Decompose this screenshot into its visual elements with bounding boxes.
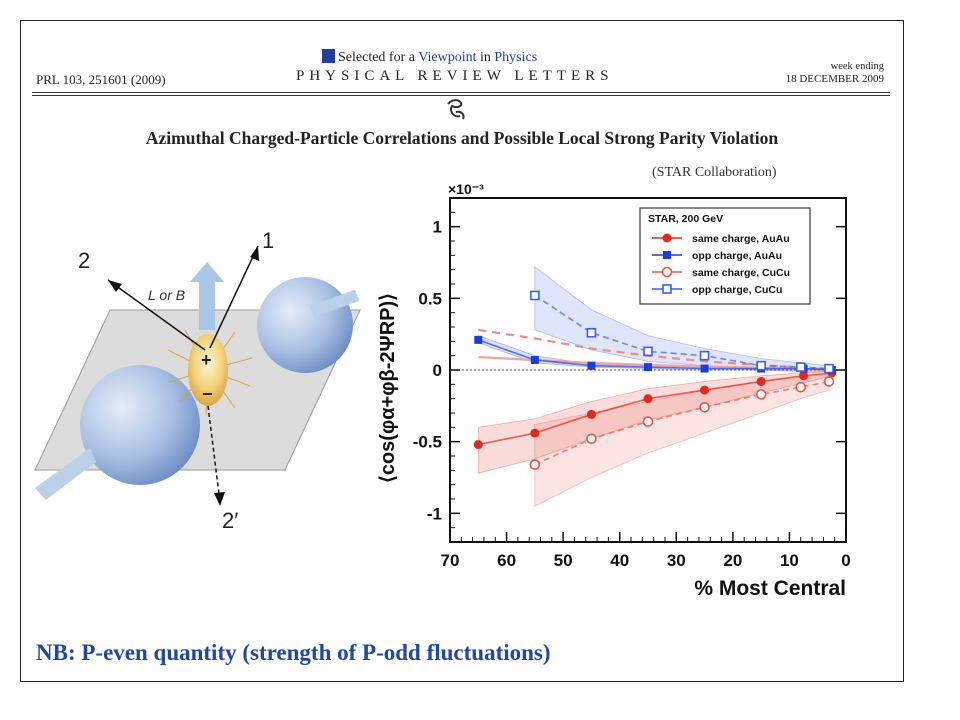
- viewpoint-mid: in: [479, 50, 491, 65]
- data-point: [795, 362, 806, 372]
- week-ending: week ending: [830, 61, 884, 72]
- data-point: [586, 409, 596, 419]
- collaboration: (STAR Collaboration): [652, 165, 777, 180]
- paper-title: Azimuthal Charged-Particle Correlations …: [145, 128, 779, 148]
- correlation-chart: 70 60 50 40 30 20 10 0 -1 -0.5 0 0.5 1 ×10⁻³ ⟨cos(φα…: [377, 181, 851, 600]
- arrow-2-head-icon: [108, 280, 122, 292]
- viewpoint-notice: Selected for a Viewpoint in Physics: [322, 49, 537, 66]
- data-point: [586, 327, 597, 338]
- nucleus-right-arrow: [310, 289, 360, 318]
- arrow-1-head-icon: [250, 246, 259, 261]
- data-point: [700, 385, 710, 395]
- data-point: [799, 371, 809, 381]
- y-tick-label: 0.5: [418, 289, 442, 308]
- data-point: [530, 355, 539, 364]
- legend-label: same charge, CuCu: [692, 267, 790, 279]
- nucleus-right: [257, 277, 353, 373]
- data-point: [643, 346, 653, 357]
- label-field: L or B: [148, 287, 185, 303]
- data-point: [473, 440, 483, 450]
- x-tick-label: 20: [723, 551, 742, 570]
- legend-marker: [663, 251, 671, 259]
- ornament-icon: [447, 99, 465, 120]
- series-line: [478, 372, 832, 446]
- legend-marker: [661, 266, 673, 278]
- x-tick-label: 10: [780, 551, 799, 570]
- label-2: 2: [78, 248, 90, 273]
- data-point: [529, 459, 541, 470]
- data-point: [795, 381, 807, 393]
- label-minus: −: [202, 384, 213, 404]
- x-axis-label: % Most Central: [694, 577, 846, 600]
- legend-title: STAR, 200 GeV: [648, 213, 723, 225]
- data-markers: [473, 290, 837, 470]
- data-point: [530, 290, 540, 301]
- legend-label: same charge, AuAu: [692, 233, 790, 245]
- data-point: [643, 394, 653, 404]
- data-point: [586, 433, 597, 445]
- data-point: [530, 428, 540, 438]
- label-2prime: 2′: [222, 508, 238, 533]
- x-tick-label: 70: [441, 551, 460, 570]
- data-point: [755, 389, 767, 400]
- legend: STAR, 200 GeV same charge, AuAu opp charg…: [639, 207, 811, 305]
- arrow-2prime-head-icon: [214, 492, 225, 506]
- y-tick-label: -1: [427, 504, 442, 523]
- nucleus-left: [80, 365, 200, 485]
- citation: PRL 103, 251601 (2009): [36, 72, 166, 87]
- legend-marker: [662, 284, 672, 294]
- journal-name: PHYSICAL REVIEW LETTERS: [296, 68, 614, 84]
- header-rule-2: [32, 95, 890, 96]
- band-same-charge-cucu: [534, 373, 830, 507]
- x-tick-label: 30: [667, 551, 686, 570]
- data-point: [642, 416, 654, 427]
- x-tick-label: 0: [841, 551, 850, 570]
- nucleus-left-arrow: [35, 448, 96, 500]
- x-tick-label: 50: [554, 551, 573, 570]
- data-point: [756, 360, 766, 371]
- model-curve-1: [478, 328, 835, 372]
- data-point: [700, 364, 709, 373]
- data-point: [587, 361, 596, 370]
- legend-label: opp charge, AuAu: [692, 250, 782, 262]
- data-point: [824, 363, 834, 374]
- collision-illustration: 2 1 2′ L or B + −: [34, 228, 361, 533]
- legend-marker: [662, 233, 672, 243]
- y-multiplier: ×10⁻³: [448, 181, 484, 197]
- data-point: [699, 401, 710, 413]
- viewpoint-prefix: Selected for a: [338, 50, 415, 65]
- x-tick-label: 60: [497, 551, 516, 570]
- issue-date: 18 DECEMBER 2009: [785, 73, 884, 85]
- x-tick-label: 40: [610, 551, 629, 570]
- field-arrow: [199, 280, 215, 330]
- y-tick-label: 0: [433, 361, 442, 380]
- data-point: [474, 335, 483, 344]
- viewpoint-word: Viewpoint: [418, 50, 477, 65]
- y-axis-label: ⟨cos(φα+φβ-2ΨRP)⟩: [377, 293, 399, 483]
- data-point: [699, 350, 710, 361]
- y-tick-label: 1: [433, 218, 442, 237]
- legend-label: opp charge, CuCu: [692, 284, 782, 296]
- axis-ticks: 70 60 50 40 30 20 10 0 -1 -0.5 0 0.5 1: [413, 211, 851, 570]
- data-point: [823, 376, 835, 387]
- y-tick-label: -0.5: [413, 433, 442, 452]
- viewpoint-journal: Physics: [494, 50, 538, 65]
- label-1: 1: [262, 228, 274, 253]
- label-plus: +: [201, 350, 212, 370]
- footer-note: NB: P-even quantity (strength of P-odd f…: [36, 640, 551, 665]
- journal-logo-icon: [322, 49, 335, 63]
- header-rule: [32, 92, 890, 93]
- charge-separation-core: [188, 334, 228, 406]
- data-point: [644, 363, 652, 372]
- data-point: [756, 376, 766, 386]
